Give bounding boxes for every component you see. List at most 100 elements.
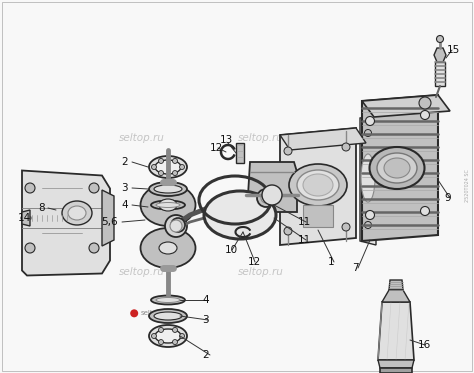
Circle shape bbox=[158, 339, 164, 345]
Circle shape bbox=[437, 35, 444, 43]
Circle shape bbox=[158, 159, 164, 163]
Text: seltop.ru: seltop.ru bbox=[119, 267, 165, 277]
Ellipse shape bbox=[155, 329, 181, 343]
Ellipse shape bbox=[149, 309, 187, 323]
Text: 11: 11 bbox=[298, 217, 311, 227]
Circle shape bbox=[89, 243, 99, 253]
Circle shape bbox=[365, 116, 374, 125]
Circle shape bbox=[173, 327, 177, 332]
Circle shape bbox=[25, 183, 35, 193]
Polygon shape bbox=[382, 290, 410, 302]
Text: 1: 1 bbox=[328, 257, 335, 267]
Ellipse shape bbox=[289, 164, 347, 206]
Text: seltop.ru: seltop.ru bbox=[238, 133, 283, 143]
Circle shape bbox=[342, 143, 350, 151]
Text: 16: 16 bbox=[418, 340, 431, 350]
Ellipse shape bbox=[159, 242, 177, 254]
Ellipse shape bbox=[140, 228, 195, 268]
Ellipse shape bbox=[154, 312, 182, 320]
Ellipse shape bbox=[257, 189, 275, 207]
Ellipse shape bbox=[151, 201, 185, 210]
Polygon shape bbox=[389, 280, 403, 290]
Circle shape bbox=[284, 147, 292, 155]
Polygon shape bbox=[22, 210, 30, 226]
Polygon shape bbox=[378, 360, 414, 368]
Circle shape bbox=[130, 309, 138, 317]
Text: 2: 2 bbox=[121, 157, 128, 167]
Text: 13: 13 bbox=[220, 135, 233, 145]
Polygon shape bbox=[434, 48, 446, 62]
Ellipse shape bbox=[154, 185, 182, 193]
Bar bbox=[303, 205, 333, 227]
Polygon shape bbox=[360, 115, 376, 245]
Text: 9: 9 bbox=[444, 193, 451, 203]
Circle shape bbox=[173, 339, 177, 345]
Ellipse shape bbox=[361, 154, 375, 202]
Polygon shape bbox=[378, 302, 414, 360]
Polygon shape bbox=[280, 128, 356, 245]
Ellipse shape bbox=[155, 160, 181, 174]
Circle shape bbox=[365, 210, 374, 219]
Ellipse shape bbox=[149, 182, 187, 196]
Ellipse shape bbox=[140, 184, 195, 226]
Circle shape bbox=[158, 170, 164, 176]
Polygon shape bbox=[102, 190, 114, 246]
Ellipse shape bbox=[156, 298, 180, 303]
Circle shape bbox=[365, 129, 372, 137]
Ellipse shape bbox=[204, 191, 276, 239]
Text: seltop.ru: seltop.ru bbox=[140, 310, 171, 316]
Text: 7: 7 bbox=[352, 263, 359, 273]
Ellipse shape bbox=[170, 220, 182, 232]
Circle shape bbox=[420, 110, 429, 119]
Text: 11: 11 bbox=[298, 235, 311, 245]
Circle shape bbox=[152, 164, 156, 169]
Circle shape bbox=[284, 227, 292, 235]
Bar bbox=[435, 62, 445, 86]
Circle shape bbox=[420, 207, 429, 216]
Text: 5,6: 5,6 bbox=[101, 217, 118, 227]
Circle shape bbox=[342, 223, 350, 231]
Circle shape bbox=[89, 183, 99, 193]
Polygon shape bbox=[247, 162, 297, 212]
Circle shape bbox=[365, 222, 372, 229]
Text: 3: 3 bbox=[121, 183, 128, 193]
Ellipse shape bbox=[261, 193, 271, 203]
Text: 4: 4 bbox=[202, 295, 209, 305]
Text: 10: 10 bbox=[225, 245, 238, 255]
Ellipse shape bbox=[377, 153, 417, 183]
Text: 2520T024 SC: 2520T024 SC bbox=[465, 170, 471, 203]
Ellipse shape bbox=[156, 203, 180, 207]
Text: 4: 4 bbox=[121, 200, 128, 210]
Polygon shape bbox=[362, 95, 438, 241]
Circle shape bbox=[419, 97, 431, 109]
Circle shape bbox=[25, 243, 35, 253]
Text: 8: 8 bbox=[38, 203, 45, 213]
Circle shape bbox=[152, 333, 156, 339]
Ellipse shape bbox=[68, 206, 86, 220]
Ellipse shape bbox=[159, 199, 177, 211]
Circle shape bbox=[158, 327, 164, 332]
Bar bbox=[380, 368, 412, 373]
Bar bbox=[236, 143, 244, 163]
Text: 12: 12 bbox=[248, 257, 261, 267]
Text: 14: 14 bbox=[18, 213, 31, 223]
Polygon shape bbox=[362, 95, 450, 117]
Text: seltop.ru: seltop.ru bbox=[238, 267, 283, 277]
Ellipse shape bbox=[171, 218, 185, 232]
Ellipse shape bbox=[149, 325, 187, 347]
Text: 2: 2 bbox=[202, 350, 209, 360]
Text: 12: 12 bbox=[210, 143, 223, 153]
Polygon shape bbox=[280, 128, 366, 150]
Ellipse shape bbox=[303, 174, 333, 196]
Circle shape bbox=[262, 185, 282, 205]
Ellipse shape bbox=[151, 295, 185, 304]
Polygon shape bbox=[22, 170, 110, 276]
Circle shape bbox=[180, 333, 184, 339]
Text: 3: 3 bbox=[202, 315, 209, 325]
Text: seltop.ru: seltop.ru bbox=[119, 133, 165, 143]
Ellipse shape bbox=[370, 147, 425, 189]
Ellipse shape bbox=[165, 215, 187, 237]
Ellipse shape bbox=[149, 156, 187, 178]
Ellipse shape bbox=[62, 201, 92, 225]
Circle shape bbox=[180, 164, 184, 169]
